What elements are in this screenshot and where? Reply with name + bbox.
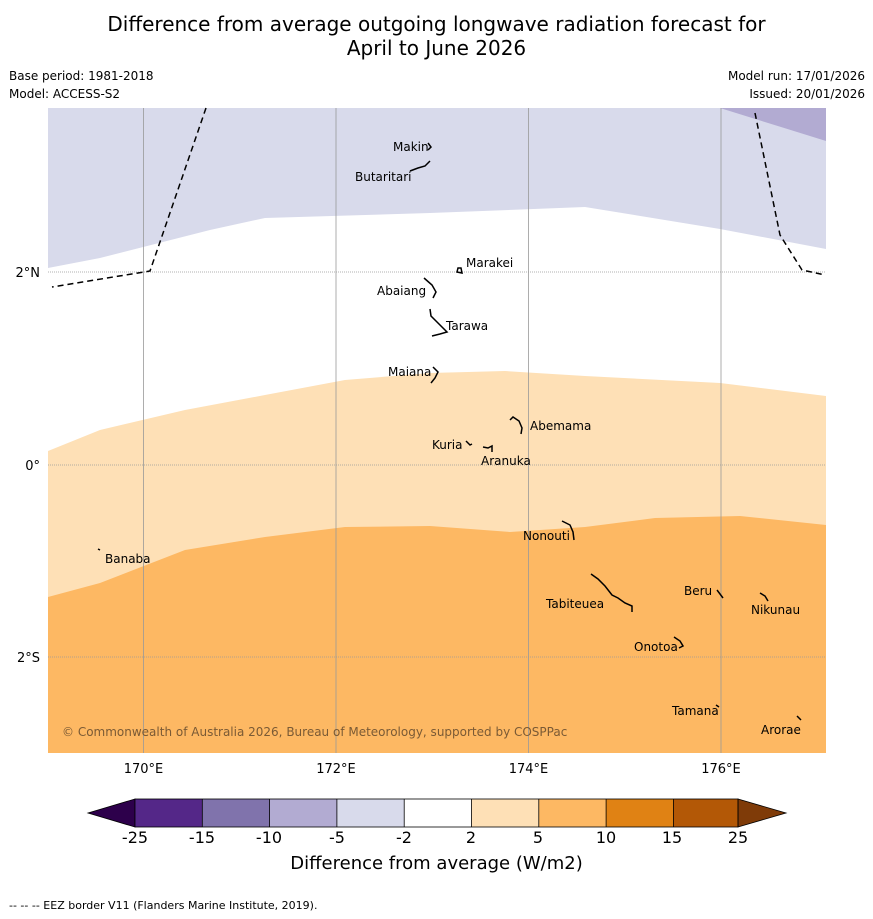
colorbar-segment-4 [336,799,405,827]
label-beru: Beru [684,584,712,598]
lon-label-174e: 174°E [509,762,549,777]
island-shape-tamana [715,704,720,708]
title-line-1: Difference from average outgoing longwav… [107,12,766,36]
colorbar-outline [134,798,739,828]
label-tamana: Tamana [671,704,719,718]
region-purple [720,108,826,141]
model-run: Model run: 17/01/2026 [727,69,865,83]
issued-date: Issued: 20/01/2026 [749,87,865,101]
eez-footnote: -- -- -- EEZ border V11 (Flanders Marine… [9,899,318,912]
colorbar-segment-2 [202,799,270,827]
eez-border-east [754,112,826,276]
colorbar-tick-7: 5 [532,828,544,847]
colorbar-min-extension [86,798,136,828]
lon-label-172e: 172°E [316,762,356,777]
island-shape-banaba [97,548,101,551]
island-shape-maiana [430,366,439,384]
island-shape-butaritari [409,160,431,172]
eez-border-west [51,107,207,288]
colorbar-title: Difference from average (W/m2) [290,853,583,874]
island-shape-tarawa [429,308,449,337]
right-metadata: Model run: 17/01/2026 Issued: 20/01/2026 [728,67,865,103]
model-name: Model: ACCESS-S2 [9,87,121,101]
region-light-purple [48,108,826,268]
colorbar-tick-8: 10 [595,828,617,847]
label-nonouti: Nonouti [523,529,570,543]
colorbar-segment-7 [538,799,607,827]
colorbar [86,798,788,828]
label-abaiang: Abaiang [377,284,426,298]
island-shape-onotoa [673,636,685,649]
colorbar-tick-2: -15 [188,828,216,847]
base-period: Base period: 1981-2018 [9,69,154,83]
island-shape-nikunau [759,592,769,602]
label-kuria: Kuria [432,438,463,452]
island-shape-kuria [465,440,473,446]
island-shape-beru [716,589,724,599]
label-tarawa: Tarawa [445,319,488,333]
colorbar-tick-10: 25 [727,828,749,847]
lon-label-176e: 176°E [701,762,741,777]
title-line-2: April to June 2026 [346,36,527,60]
island-shape-abemama [509,416,523,435]
colorbar-tick-4: -5 [329,828,345,847]
island-shape-marakei [456,267,463,274]
island-shape-tabiteuea [590,573,633,612]
label-abemama: Abemama [530,419,591,433]
colorbar-tick-9: 15 [661,828,683,847]
island-shape-arorae [796,715,802,721]
island-outlines [97,142,802,721]
lat-label-2n: 2°N [16,266,41,281]
colorbar-tick-5: -2 [396,828,412,847]
colorbar-tick-3: -10 [255,828,283,847]
colorbar-tick-6: 2 [465,828,477,847]
colorbar-segment-3 [269,799,337,827]
lat-label-2s: 2°S [17,651,40,666]
region-orange [48,516,826,753]
label-arorae: Arorae [761,723,801,737]
label-marakei: Marakei [466,256,513,270]
island-shape-aranuka [482,444,493,452]
island-shape-nonouti [561,520,575,541]
gridlines [48,108,826,753]
label-aranuka: Aranuka [481,454,531,468]
colorbar-segment-5 [404,799,472,827]
label-nikunau: Nikunau [751,603,800,617]
copyright-notice: © Commonwealth of Australia 2026, Bureau… [62,725,567,739]
map-panel: Makin Butaritari Marakei Abaiang Tarawa … [48,107,826,753]
label-tabiteuea: Tabiteuea [545,597,604,611]
colorbar-segment-8 [606,799,674,827]
lat-label-0: 0° [25,459,40,474]
colorbar-tick-1: -25 [121,828,149,847]
label-banaba: Banaba [105,552,151,566]
left-metadata: Base period: 1981-2018 Model: ACCESS-S2 [9,67,154,103]
label-makin: Makin [393,140,429,154]
lon-label-170e: 170°E [124,762,164,777]
colorbar-segment-1 [135,799,203,827]
label-butaritari: Butaritari [355,170,412,184]
colorbar-segment-9 [673,799,738,827]
colorbar-max-extension [737,798,788,828]
colorbar-segment-6 [471,799,539,827]
chart-title: Difference from average outgoing longwav… [0,12,873,60]
label-onotoa: Onotoa [634,640,678,654]
label-maiana: Maiana [388,365,431,379]
island-shape-abaiang [423,277,437,299]
island-shape-makin [427,142,432,151]
